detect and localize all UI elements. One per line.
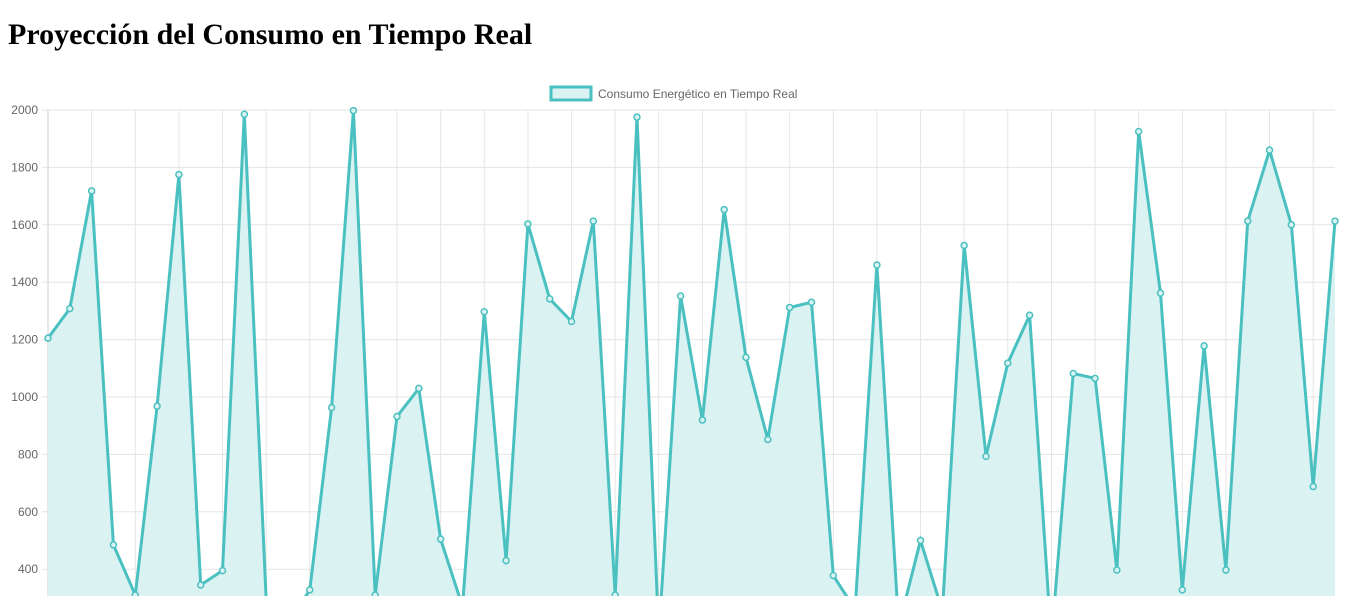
data-point (873, 261, 881, 269)
data-point (66, 304, 74, 313)
data-point (218, 566, 227, 575)
data-point (764, 435, 772, 444)
data-point (1178, 586, 1187, 594)
y-tick-label: 600 (18, 505, 38, 519)
data-point (196, 581, 205, 589)
y-tick-label: 1400 (11, 275, 38, 289)
data-point (960, 241, 968, 250)
data-point (502, 556, 510, 565)
data-point (87, 187, 96, 195)
data-point (371, 591, 379, 596)
data-point (720, 205, 728, 214)
data-point (44, 334, 52, 342)
data-point (415, 384, 423, 393)
data-point (436, 535, 445, 543)
y-tick-label: 1200 (11, 333, 38, 347)
data-point (1113, 566, 1121, 574)
data-point (676, 292, 685, 300)
data-point (1004, 359, 1012, 367)
data-point (1069, 369, 1077, 378)
data-point (567, 317, 576, 326)
page-title: Proyección del Consumo en Tiempo Real (8, 18, 533, 51)
plot-area (44, 106, 1339, 596)
data-point (306, 586, 314, 594)
data-point (785, 303, 794, 312)
data-point (1091, 374, 1099, 383)
y-tick-label: 1800 (11, 160, 38, 174)
data-point (1222, 566, 1230, 574)
data-point (611, 591, 619, 596)
data-point (633, 113, 641, 121)
y-tick-label: 1000 (11, 390, 38, 404)
data-point (742, 353, 750, 362)
data-point (1134, 127, 1143, 136)
y-tick-label: 400 (18, 562, 38, 576)
data-point (1309, 482, 1317, 491)
legend[interactable]: Consumo Energético en Tiempo Real (549, 85, 797, 102)
data-point (916, 536, 925, 545)
data-point (589, 217, 598, 225)
y-tick-label: 1600 (11, 218, 38, 232)
legend-swatch (549, 85, 593, 102)
y-tick-label: 2000 (11, 103, 38, 117)
data-point (175, 170, 183, 179)
legend-label: Consumo Energético en Tiempo Real (598, 87, 797, 101)
data-point (131, 591, 140, 596)
data-point (1243, 217, 1252, 225)
data-point (829, 571, 838, 580)
data-point (1156, 289, 1165, 297)
data-point (524, 220, 532, 228)
data-point (349, 106, 358, 115)
series-line (46, 110, 1337, 596)
data-point (982, 452, 990, 461)
data-point (1025, 311, 1034, 319)
data-point (153, 402, 161, 410)
data-point (480, 308, 489, 316)
data-point (1287, 221, 1296, 229)
data-point (698, 416, 707, 424)
data-point (240, 110, 249, 119)
data-point (1331, 217, 1339, 225)
data-point (327, 403, 336, 412)
y-tick-label: 800 (18, 447, 38, 461)
y-axis-ticks: 400 600 800 1000 1200 1400 1600 1800 2000 (11, 103, 38, 576)
data-point (393, 412, 401, 421)
data-point (1265, 146, 1274, 154)
data-point (109, 541, 118, 549)
data-point (807, 298, 816, 307)
data-point (1200, 342, 1208, 350)
data-point (545, 295, 554, 303)
